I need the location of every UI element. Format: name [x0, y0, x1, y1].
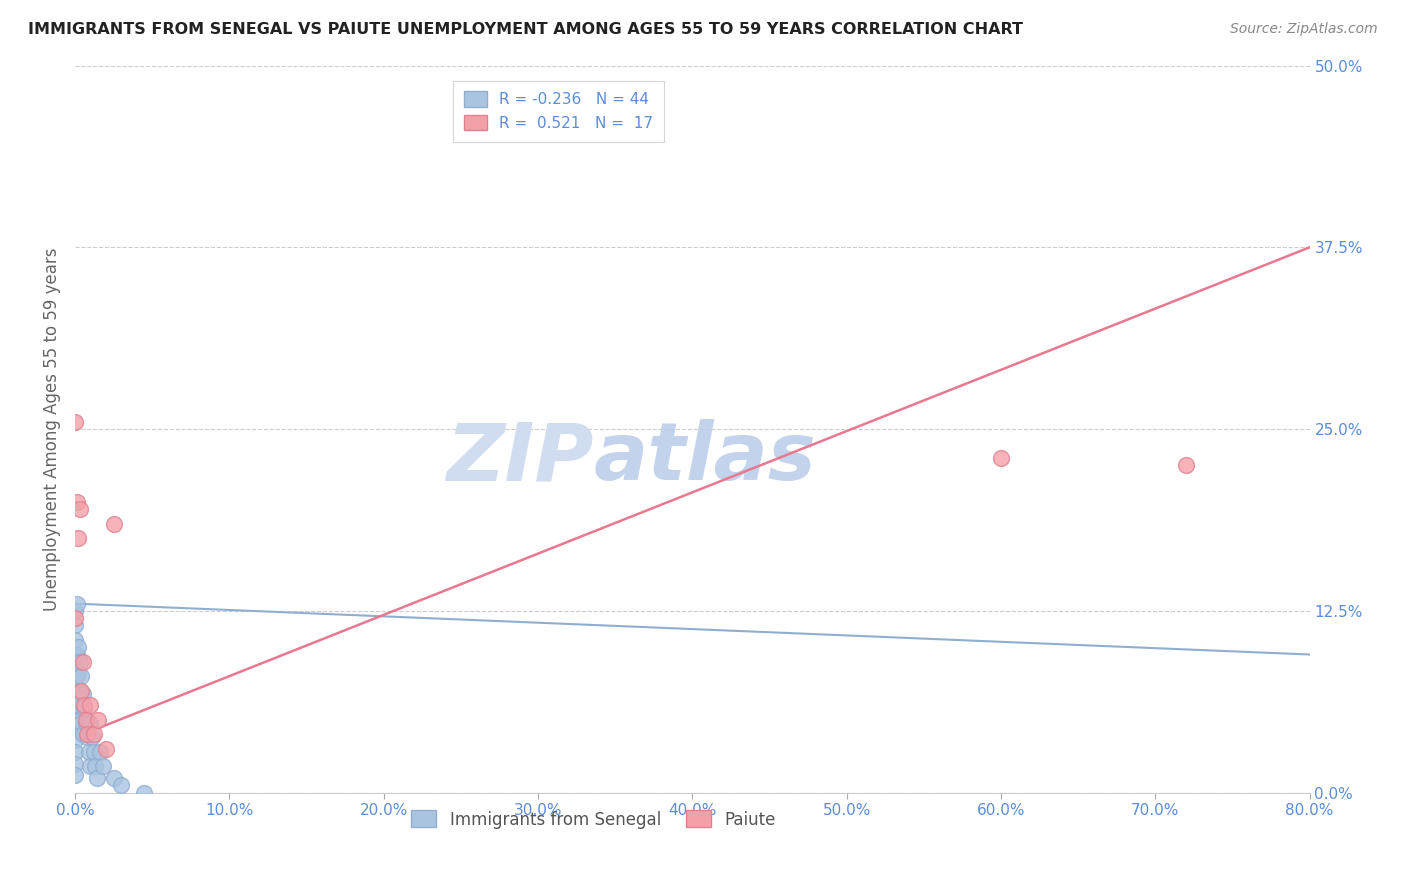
Point [67, 666, 90, 681]
Point [76, 727, 98, 741]
Point [69, 655, 91, 669]
Point [63, 662, 86, 676]
Point [77, 745, 100, 759]
Point [75, 713, 97, 727]
Point [63, 691, 86, 706]
Point [69, 502, 91, 516]
Point [1175, 458, 1198, 473]
Point [65, 669, 87, 683]
Point [63, 415, 86, 429]
Point [63, 756, 86, 771]
Point [70, 684, 93, 698]
Point [73, 698, 96, 713]
Point [76, 731, 98, 745]
Text: ZIP: ZIP [446, 419, 593, 497]
Point [65, 597, 87, 611]
Y-axis label: Unemployment Among Ages 55 to 59 years: Unemployment Among Ages 55 to 59 years [44, 247, 60, 611]
Point [75, 715, 97, 730]
Point [84, 759, 107, 773]
Point [73, 701, 96, 715]
Point [63, 611, 86, 625]
Point [63, 632, 86, 647]
Point [103, 516, 125, 531]
Text: atlas: atlas [593, 419, 817, 497]
Point [86, 771, 108, 785]
Text: Source: ZipAtlas.com: Source: ZipAtlas.com [1230, 22, 1378, 37]
Point [63, 648, 86, 662]
Point [80, 731, 103, 745]
Point [67, 640, 90, 655]
Point [67, 698, 90, 713]
Point [72, 655, 94, 669]
Point [65, 495, 87, 509]
Point [990, 451, 1012, 466]
Point [83, 727, 105, 741]
Point [91, 759, 114, 773]
Point [103, 771, 125, 785]
Point [63, 723, 86, 738]
Point [63, 733, 86, 747]
Point [63, 672, 86, 686]
Point [79, 715, 101, 730]
Point [70, 715, 93, 730]
Point [63, 681, 86, 695]
Point [72, 687, 94, 701]
Point [63, 618, 86, 632]
Point [63, 745, 86, 759]
Text: IMMIGRANTS FROM SENEGAL VS PAIUTE UNEMPLOYMENT AMONG AGES 55 TO 59 YEARS CORRELA: IMMIGRANTS FROM SENEGAL VS PAIUTE UNEMPL… [28, 22, 1024, 37]
Point [63, 768, 86, 782]
Point [83, 745, 105, 759]
Point [69, 713, 91, 727]
Point [110, 778, 132, 792]
Point [87, 713, 110, 727]
Point [72, 727, 94, 741]
Point [65, 648, 87, 662]
Point [134, 786, 156, 800]
Point [89, 745, 111, 759]
Point [65, 713, 87, 727]
Point [63, 604, 86, 618]
Point [63, 701, 86, 715]
Point [67, 531, 90, 545]
Point [70, 669, 93, 683]
Point [79, 698, 101, 713]
Point [79, 759, 101, 773]
Legend: Immigrants from Senegal, Paiute: Immigrants from Senegal, Paiute [405, 804, 782, 835]
Point [63, 713, 86, 727]
Point [94, 742, 117, 756]
Point [69, 684, 91, 698]
